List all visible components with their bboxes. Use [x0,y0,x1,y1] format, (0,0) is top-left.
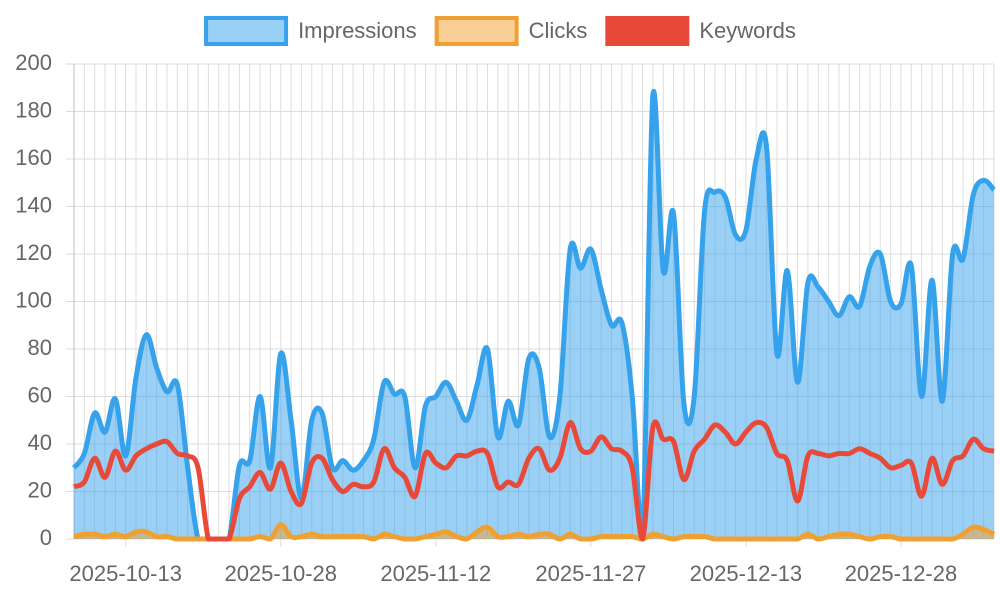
y-tick-label: 0 [40,525,52,550]
y-tick-label: 60 [28,382,52,407]
y-tick-label: 80 [28,335,52,360]
y-tick-label: 180 [15,97,52,122]
y-tick-label: 120 [15,240,52,265]
legend-swatch [605,16,690,46]
line [72,419,995,542]
x-tick-label: 2025-10-28 [224,561,337,586]
y-tick-label: 200 [15,50,52,75]
legend-label: Impressions [298,18,417,43]
legend-swatch [434,16,519,46]
legend-label: Clicks [529,18,588,43]
x-tick-label: 2025-11-12 [380,561,491,586]
x-tick-label: 2025-12-28 [845,561,958,586]
legend-label: Keywords [699,18,796,43]
x-tick-label: 2025-11-27 [535,561,646,586]
x-tick-label: 2025-10-13 [69,561,182,586]
line [71,89,996,542]
x-tick-label: 2025-12-13 [690,561,803,586]
y-tick-label: 20 [28,477,52,502]
y-tick-label: 40 [28,430,52,455]
y-tick-label: 160 [15,145,52,170]
y-tick-label: 140 [15,192,52,217]
y-tick-label: 100 [15,287,52,312]
legend-swatch [204,16,289,46]
